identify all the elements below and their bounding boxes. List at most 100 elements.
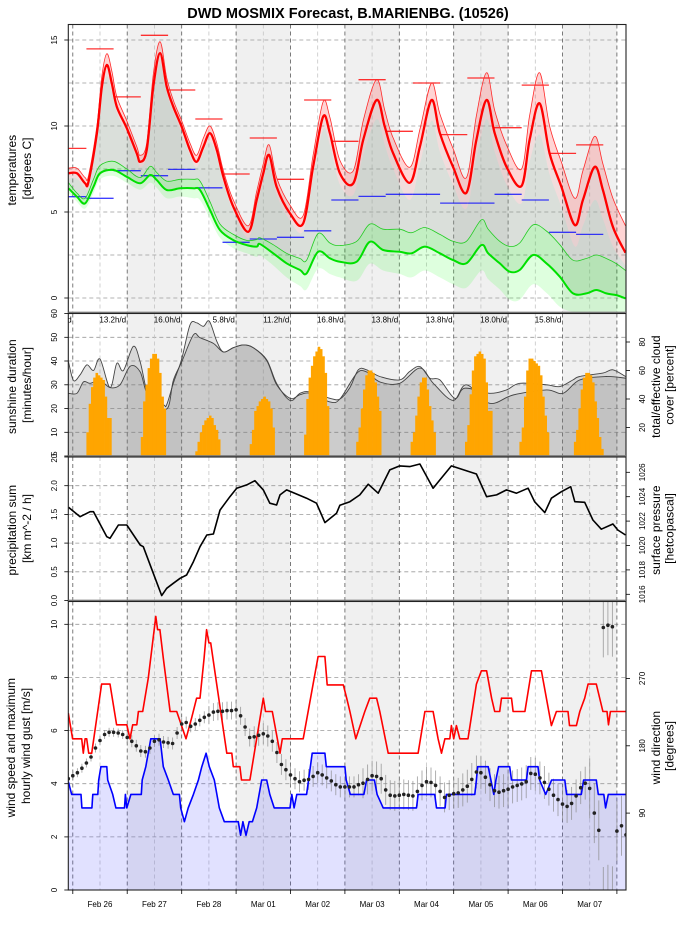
sunshine-bar bbox=[594, 401, 597, 456]
panel-precipitation_pressure bbox=[68, 457, 627, 601]
wind-direction-dot bbox=[247, 735, 252, 740]
sunshine-bar bbox=[306, 399, 309, 456]
wind-direction-dot bbox=[587, 786, 592, 791]
x-tick-label: Mar 03 bbox=[360, 900, 385, 909]
y2-tick-label: 80 bbox=[638, 337, 647, 346]
axis-title-line-2: hourly wind gust [m/s] bbox=[19, 688, 33, 804]
wind-direction-dot bbox=[470, 777, 474, 782]
y-tick-label: 0 bbox=[50, 295, 59, 300]
y-tick-label: 0 bbox=[50, 453, 59, 458]
wind-direction-dot bbox=[506, 787, 510, 791]
sunshine-bar bbox=[204, 420, 207, 456]
sunshine-bar bbox=[467, 425, 470, 456]
sunshine-bar bbox=[251, 429, 255, 456]
sunshine-bar bbox=[542, 396, 545, 456]
wind-direction-dot bbox=[574, 794, 578, 798]
wind-direction-dot bbox=[252, 735, 256, 739]
wind-direction-dot bbox=[234, 708, 238, 712]
sunshine-bar bbox=[93, 377, 96, 456]
wind-direction-dot bbox=[515, 783, 519, 788]
y-tick-label: 30 bbox=[50, 380, 59, 389]
y-tick-label: 40 bbox=[50, 356, 59, 365]
wind-direction-dot bbox=[284, 767, 288, 772]
sunshine-bar bbox=[578, 408, 581, 456]
wind-direction-dot bbox=[456, 791, 461, 795]
wind-direction-dot bbox=[279, 762, 284, 767]
chart-title: DWD MOSMIX Forecast, B.MARIENBG. (10526) bbox=[187, 6, 509, 22]
sunshine-bar bbox=[267, 401, 271, 456]
wind-direction-dot bbox=[474, 770, 479, 774]
y2-tick-label: 1026 bbox=[638, 463, 647, 481]
wind-direction-dot bbox=[492, 788, 497, 793]
sunshine-bar bbox=[471, 370, 475, 456]
sunshine-bar bbox=[485, 382, 488, 456]
wind-direction-dot bbox=[556, 797, 560, 802]
x-tick-label: Feb 26 bbox=[88, 900, 113, 909]
wind-direction-dot bbox=[402, 792, 406, 797]
wind-direction-dot bbox=[393, 794, 397, 798]
daily-sunshine-label: 18.0h/d bbox=[480, 316, 507, 325]
sunshine-bar bbox=[412, 432, 416, 456]
wind-direction-dot bbox=[170, 741, 175, 746]
sunshine-bar bbox=[480, 353, 484, 456]
wind-direction-dot bbox=[89, 755, 93, 759]
sunshine-bar bbox=[304, 434, 307, 456]
wind-direction-dot bbox=[501, 788, 506, 793]
wind-direction-dot bbox=[324, 776, 329, 780]
axis-title-line-2: cover [percent] bbox=[663, 345, 677, 424]
axis-title-line-2: [degrees] bbox=[663, 721, 677, 771]
wind-direction-dot bbox=[461, 788, 465, 792]
wind-direction-dot bbox=[529, 771, 533, 776]
sunshine-bar bbox=[163, 408, 167, 456]
wind-direction-dot bbox=[465, 784, 470, 788]
wind-direction-dot bbox=[198, 718, 202, 723]
wind-direction-dot bbox=[329, 779, 334, 783]
wind-direction-dot bbox=[315, 770, 320, 775]
sunshine-bar bbox=[91, 387, 94, 456]
sunshine-bar bbox=[360, 408, 364, 456]
sunshine-bar bbox=[161, 396, 164, 456]
y-tick-label: 2.0 bbox=[50, 480, 59, 492]
wind-direction-dot bbox=[161, 740, 166, 744]
sunshine-bar bbox=[315, 351, 318, 456]
sunshine-bar bbox=[272, 427, 275, 456]
sunshine-bar bbox=[374, 382, 377, 456]
wind-direction-dot bbox=[510, 785, 515, 789]
daily-sunshine-label: 13.8h/d bbox=[371, 316, 398, 325]
wind-direction-dot bbox=[488, 782, 492, 787]
sunshine-bar bbox=[308, 377, 312, 456]
wind-direction-dot bbox=[438, 789, 442, 794]
sunshine-bar bbox=[213, 425, 216, 456]
wind-direction-dot bbox=[261, 732, 266, 736]
wind-direction-dot bbox=[84, 761, 89, 765]
sunshine-bar bbox=[474, 356, 477, 456]
sunshine-bar bbox=[528, 358, 532, 456]
sunshine-bar bbox=[97, 375, 101, 456]
daily-sunshine-label: 5.8h/d bbox=[213, 316, 235, 325]
sunshine-bar bbox=[417, 396, 420, 456]
wind-direction-dot bbox=[411, 794, 415, 798]
sunshine-bar bbox=[415, 415, 418, 456]
sunshine-bar bbox=[326, 406, 330, 456]
wind-direction-dot bbox=[166, 741, 170, 745]
wind-direction-dot bbox=[143, 749, 148, 754]
wind-direction-dot bbox=[551, 793, 556, 797]
wind-direction-dot bbox=[615, 829, 619, 833]
sunshine-bar bbox=[208, 415, 212, 456]
daily-sunshine-label: 15.8h/d bbox=[535, 316, 562, 325]
sunshine-bar bbox=[324, 372, 328, 456]
y-tick-label: 2 bbox=[50, 834, 59, 839]
axis-title-line-1: wind direction bbox=[649, 711, 663, 785]
sunshine-bar bbox=[476, 353, 479, 456]
axis-title-line-2: [degrees C] bbox=[20, 137, 34, 199]
wind-direction-dot bbox=[270, 739, 275, 744]
wind-direction-dot bbox=[334, 782, 338, 787]
sunshine-bar bbox=[487, 410, 491, 456]
wind-direction-dot bbox=[148, 746, 152, 750]
wind-direction-dot bbox=[306, 777, 311, 782]
sunshine-bar bbox=[143, 401, 146, 456]
panel-sunshine: d 13.2h/d 16.0h/d 5.8h/d 11.2h/d 16.8h/d 13.8h… bbox=[68, 313, 627, 456]
panel-temperature bbox=[68, 24, 627, 313]
red-lower-band bbox=[68, 53, 626, 266]
sunshine-bar bbox=[152, 353, 155, 456]
